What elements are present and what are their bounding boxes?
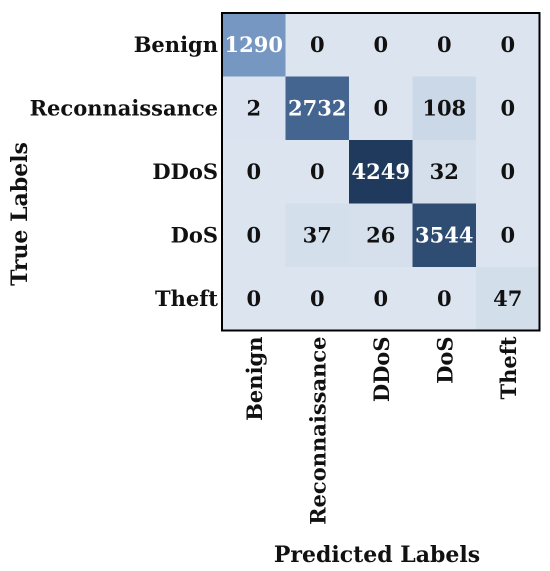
heatmap-cell	[349, 76, 413, 141]
heatmap-cell	[476, 140, 540, 204]
cell-value-label: 32	[430, 159, 459, 184]
cell-value-label: 0	[310, 32, 325, 57]
x-tick-label: Reconnaissance	[305, 337, 330, 525]
y-tick-label: DoS	[171, 222, 218, 247]
heatmap-cell	[222, 140, 286, 204]
heatmap-cell	[285, 76, 350, 141]
cell-value-label: 0	[437, 32, 452, 57]
heatmap-cell	[222, 13, 286, 77]
cell-value-label: 26	[366, 222, 395, 247]
heatmap-cell	[412, 140, 477, 204]
heatmap-cell	[349, 267, 413, 331]
x-tick-label: Benign	[242, 337, 267, 421]
cell-value-label: 0	[500, 32, 515, 57]
cell-value-label: 0	[437, 286, 452, 311]
matrix-border	[221, 12, 541, 332]
heatmap-values: 1290 0 0 0 0 2 2732 0 108 0 0 0 4249 32 0 0 37 26 3544 0 0 0 0…	[225, 32, 523, 311]
heatmap-cell	[349, 140, 413, 204]
x-tick-label: DoS	[432, 337, 457, 384]
cell-value-label: 0	[246, 286, 261, 311]
cell-value-label: 0	[500, 95, 515, 120]
cell-value-label: 3544	[415, 222, 473, 247]
heatmap-cells	[222, 13, 540, 331]
heatmap-cell	[476, 267, 540, 331]
y-tick-label: Reconnaissance	[30, 95, 218, 120]
cell-value-label: 47	[493, 286, 522, 311]
cell-value-label: 1290	[225, 32, 283, 57]
cell-value-label: 0	[246, 222, 261, 247]
heatmap-cell	[349, 203, 413, 268]
cell-value-label: 0	[500, 222, 515, 247]
cell-value-label: 0	[373, 95, 388, 120]
cell-value-label: 4249	[352, 159, 410, 184]
heatmap-cell	[476, 76, 540, 141]
heatmap-cell	[349, 13, 413, 77]
heatmap-cell	[412, 13, 477, 77]
cell-value-label: 0	[246, 159, 261, 184]
x-tick-label: DDoS	[369, 337, 394, 403]
cell-value-label: 0	[373, 286, 388, 311]
cell-value-label: 2732	[288, 95, 346, 120]
y-tick-label: Theft	[155, 286, 218, 311]
cell-value-label: 2	[246, 95, 261, 120]
x-tick-labels: Benign Reconnaissance DDoS DoS Theft	[242, 336, 521, 525]
heatmap-cell	[476, 203, 540, 268]
heatmap-cell	[412, 203, 477, 268]
heatmap-cell	[412, 76, 477, 141]
x-axis-title: Predicted Labels	[274, 542, 480, 568]
y-tick-label: DDoS	[152, 159, 218, 184]
y-tick-labels: Benign Reconnaissance DDoS DoS Theft	[30, 32, 219, 311]
heatmap-cell	[476, 13, 540, 77]
cell-value-label: 37	[303, 222, 332, 247]
y-tick-label: Benign	[134, 32, 218, 57]
heatmap-cell	[222, 203, 286, 268]
heatmap-cell	[285, 267, 350, 331]
heatmap-cell	[285, 203, 350, 268]
heatmap-cell	[222, 267, 286, 331]
y-axis-title: True Labels	[7, 142, 33, 286]
cell-value-label: 0	[310, 286, 325, 311]
cell-value-label: 0	[500, 159, 515, 184]
heatmap-cell	[285, 13, 350, 77]
heatmap-cell	[412, 267, 477, 331]
heatmap-cell	[285, 140, 350, 204]
cell-value-label: 0	[373, 32, 388, 57]
heatmap-cell	[222, 76, 286, 141]
cell-value-label: 108	[422, 95, 466, 120]
cell-value-label: 0	[310, 159, 325, 184]
x-tick-label: Theft	[496, 336, 521, 399]
